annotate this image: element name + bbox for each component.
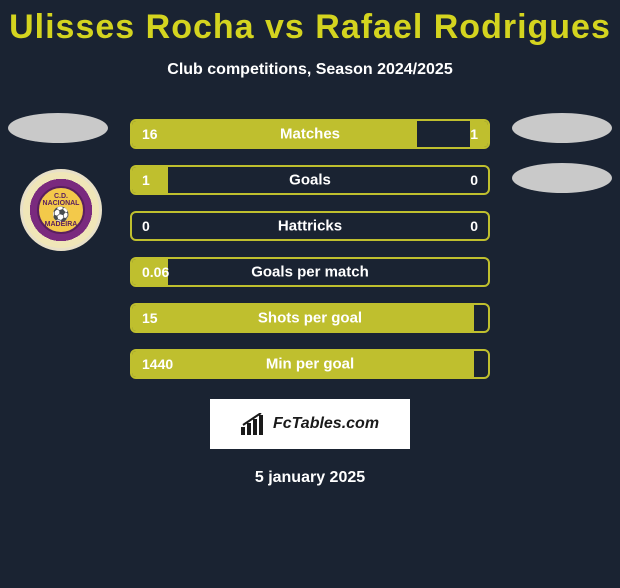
stat-row: 15 Shots per goal xyxy=(130,303,490,333)
player-right-avatar xyxy=(512,113,612,143)
stat-value-left: 16 xyxy=(142,126,158,142)
stat-label: Min per goal xyxy=(266,356,354,373)
stat-value-left: 0 xyxy=(142,218,150,234)
stat-label: Hattricks xyxy=(278,218,342,235)
stat-row: 1 Goals 0 xyxy=(130,165,490,195)
page-title: Ulisses Rocha vs Rafael Rodrigues xyxy=(0,8,620,47)
stat-value-left: 1440 xyxy=(142,356,173,372)
stat-value-left: 1 xyxy=(142,172,150,188)
stat-row: 0.06 Goals per match xyxy=(130,257,490,287)
stat-label: Goals per match xyxy=(251,264,369,281)
subtitle: Club competitions, Season 2024/2025 xyxy=(0,61,620,79)
chart-icon xyxy=(241,413,267,435)
stat-row: 1440 Min per goal xyxy=(130,349,490,379)
club-badge-top-text: C.D. NACIONAL xyxy=(39,193,83,207)
player-left-avatar xyxy=(8,113,108,143)
stat-label: Matches xyxy=(280,126,340,143)
stats-bars: 16 Matches 1 1 Goals 0 0 Hattricks 0 0.06 Goals pe… xyxy=(130,119,490,379)
stat-label: Shots per goal xyxy=(258,310,362,327)
stat-label: Goals xyxy=(289,172,331,189)
stat-value-left: 0.06 xyxy=(142,264,169,280)
brand-text: FcTables.com xyxy=(273,415,379,433)
player-right-club-placeholder xyxy=(512,163,612,193)
club-badge-bottom-text: MADEIRA xyxy=(45,221,78,228)
brand-box[interactable]: FcTables.com xyxy=(210,399,410,449)
stat-value-right: 1 xyxy=(470,126,478,142)
stat-value-right: 0 xyxy=(470,218,478,234)
stat-row: 0 Hattricks 0 xyxy=(130,211,490,241)
date-text: 5 january 2025 xyxy=(0,469,620,487)
stat-value-left: 15 xyxy=(142,310,158,326)
stat-value-right: 0 xyxy=(470,172,478,188)
player-left-club-badge: C.D. NACIONAL ⚽ MADEIRA xyxy=(20,169,102,251)
comparison-panel: C.D. NACIONAL ⚽ MADEIRA 16 Matches 1 1 Goals… xyxy=(0,119,620,487)
club-badge-inner: C.D. NACIONAL ⚽ MADEIRA xyxy=(37,186,85,234)
stat-bar-left xyxy=(132,121,417,147)
stat-row: 16 Matches 1 xyxy=(130,119,490,149)
